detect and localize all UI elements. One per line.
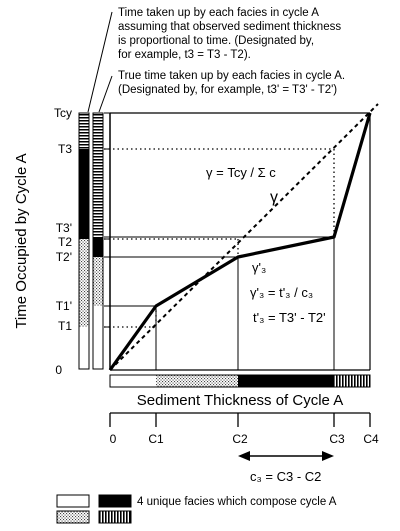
- x-label-C1: C1: [148, 432, 164, 446]
- legend-swatches: [56, 494, 132, 524]
- y-label-T2p: T2': [56, 250, 72, 264]
- y-label-T1: T1: [58, 319, 72, 333]
- annotation-mid-line-1: True time taken up by each facies in cyc…: [118, 70, 345, 82]
- y-label-T2: T2: [58, 235, 72, 249]
- gamma-symbol: γ: [270, 189, 278, 206]
- annotation-mid-line-2: (Designated by, for example, t3' = T3' -…: [118, 84, 337, 96]
- y-axis-title: Time Occupied by Cycle A: [13, 153, 30, 328]
- gamma-equation: γ = Tcy / Σ c: [206, 165, 276, 180]
- x-axis-title: Sediment Thickness of Cycle A: [137, 392, 343, 409]
- annotation-top-line-2: assuming that observed sediment thicknes…: [118, 21, 341, 33]
- x-label-zero: 0: [110, 432, 117, 446]
- c3-double-arrow: [238, 451, 334, 461]
- x-label-C2: C2: [232, 432, 248, 446]
- y-label-T1p: T1': [56, 299, 72, 313]
- true-time-column: [92, 112, 104, 370]
- leader-line-top: [87, 11, 113, 113]
- x-label-C4: C4: [363, 432, 379, 446]
- annotation-top-line-4: for example, t3 = T3 - T2).: [118, 49, 251, 61]
- gamma-dashed-line: [109, 103, 379, 371]
- y-ticks: [104, 112, 110, 328]
- y-label-Tcy: Tcy: [54, 106, 72, 120]
- y-label-zero: 0: [55, 363, 62, 377]
- y-label-T3p: T3': [56, 221, 72, 235]
- leader-line-mid: [98, 75, 113, 113]
- legend-text: 4 unique facies which compose cycle A: [137, 496, 337, 508]
- gamma3-symbol: γ'₃: [252, 260, 266, 275]
- annotation-top-line-1: Time taken up by each facies in cycle A: [118, 7, 319, 19]
- proportional-time-column: [78, 112, 90, 370]
- gamma3-equation: γ'₃ = t'₃ / c₃: [250, 285, 313, 300]
- thickness-scale: [109, 412, 371, 427]
- t3-equation: t'₃ = T3' - T2': [253, 310, 326, 325]
- annotation-top-line-3: is proportional to time. (Designated by,: [118, 35, 314, 47]
- dotted-ref-lines: [104, 148, 335, 328]
- x-label-C3: C3: [329, 432, 345, 446]
- c3-equation: c₃ = C3 - C2: [250, 469, 321, 484]
- y-label-T3: T3: [58, 142, 72, 156]
- true-time-curve: [108, 112, 372, 371]
- facies-bar: [109, 374, 371, 388]
